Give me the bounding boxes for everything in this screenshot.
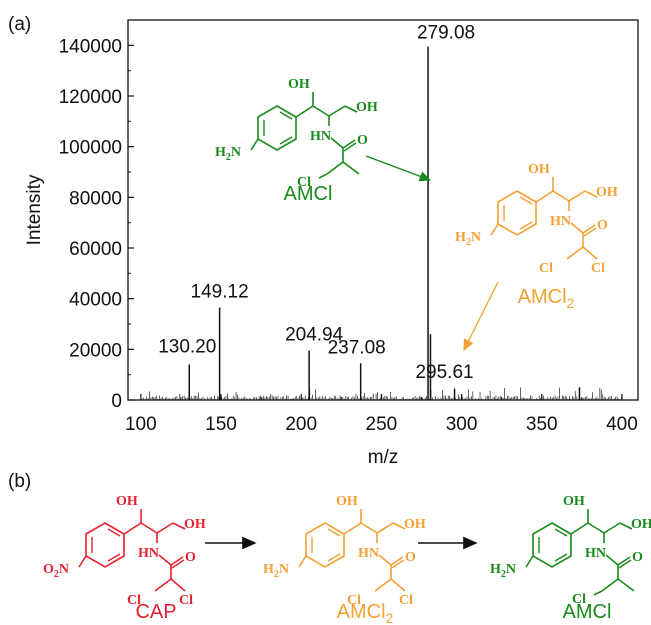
cl-label: Cl (179, 593, 193, 608)
hn-label: HN (138, 546, 159, 561)
y-axis-label: Intensity (24, 174, 45, 245)
x-tick-label: 400 (606, 414, 638, 435)
y-tick-label: 60000 (69, 239, 122, 260)
y-tick-label: 120000 (59, 87, 122, 108)
oh-label: OH (596, 185, 618, 200)
scheme-amcl-name: AMCl (563, 601, 612, 623)
x-tick-label: 200 (285, 414, 317, 435)
amcl-structure: OH OH HN O H2N Cl (215, 77, 378, 190)
amcl2-structure: OH OH HN O H2N Cl Cl (455, 162, 618, 276)
cl-label: Cl (297, 175, 311, 190)
peak-label: 237.08 (328, 337, 386, 358)
y-tick-label: 80000 (69, 188, 122, 209)
tick-layer: 100 150 200 250 300 350 400 0 20000 40000 60000 800… (59, 36, 638, 435)
peak-label: 295.61 (415, 362, 473, 383)
y-tick-label: 20000 (69, 340, 122, 361)
oh-label: OH (631, 517, 651, 532)
oh-label: OH (528, 162, 550, 177)
x-tick-label: 100 (125, 414, 157, 435)
h2n-label: H2N (455, 230, 481, 248)
y-tick-label: 140000 (59, 36, 122, 57)
panel-label-b: (b) (8, 471, 31, 492)
oh-label: OH (404, 517, 426, 532)
cl-label: Cl (399, 593, 413, 608)
x-axis-label: m/z (368, 447, 399, 468)
oh-label: OH (336, 494, 358, 509)
hn-label: HN (310, 129, 331, 144)
hn-label: HN (550, 214, 571, 229)
cl-label: Cl (591, 261, 605, 276)
o-label: O (597, 218, 608, 233)
x-tick-label: 350 (526, 414, 558, 435)
hn-label: HN (585, 546, 606, 561)
o-label: O (405, 550, 416, 565)
y-tick-label: 0 (111, 391, 122, 412)
peak-label: 204.94 (285, 325, 344, 346)
amcl2-name: AMCl2 (518, 286, 575, 311)
cl-label: Cl (127, 593, 141, 608)
cap-structure: OH OH HN O O2N Cl Cl (43, 494, 206, 608)
oh-label: OH (356, 100, 378, 115)
x-tick-label: 300 (446, 414, 478, 435)
peak-layer (188, 46, 581, 400)
o-label: O (357, 133, 368, 148)
orange-arrow (463, 281, 499, 352)
peak-label: 149.12 (191, 282, 249, 303)
scheme-amcl2-structure: OH OH HN O H2N Cl Cl (263, 494, 426, 608)
hn-label: HN (358, 546, 379, 561)
oh-label: OH (116, 494, 138, 509)
o-label: O (632, 550, 643, 565)
panel-label-a: (a) (8, 14, 31, 35)
amcl-name: AMCl (284, 183, 333, 205)
o-label: O (185, 550, 196, 565)
oh-label: OH (288, 77, 310, 92)
oh-label: OH (563, 494, 585, 509)
oh-label: OH (184, 517, 206, 532)
scheme-amcl-structure: OH OH HN O H2N Cl (490, 494, 651, 607)
h2n-label: H2N (263, 562, 289, 580)
x-tick-label: 250 (366, 414, 398, 435)
cl-label: Cl (347, 593, 361, 608)
o2n-label: O2N (43, 562, 69, 580)
cap-name: CAP (135, 601, 176, 623)
h2n-label: H2N (490, 562, 516, 580)
y-tick-label: 100000 (59, 138, 122, 159)
x-tick-label: 150 (205, 414, 237, 435)
cl-label: Cl (539, 261, 553, 276)
peak-label: 130.20 (158, 337, 216, 358)
peak-label: 279.08 (417, 23, 475, 44)
y-tick-label: 40000 (69, 290, 122, 311)
cl-label: Cl (572, 592, 586, 607)
h2n-label: H2N (215, 145, 241, 163)
green-arrow (365, 155, 432, 182)
scheme-amcl2-name: AMCl2 (337, 601, 394, 625)
